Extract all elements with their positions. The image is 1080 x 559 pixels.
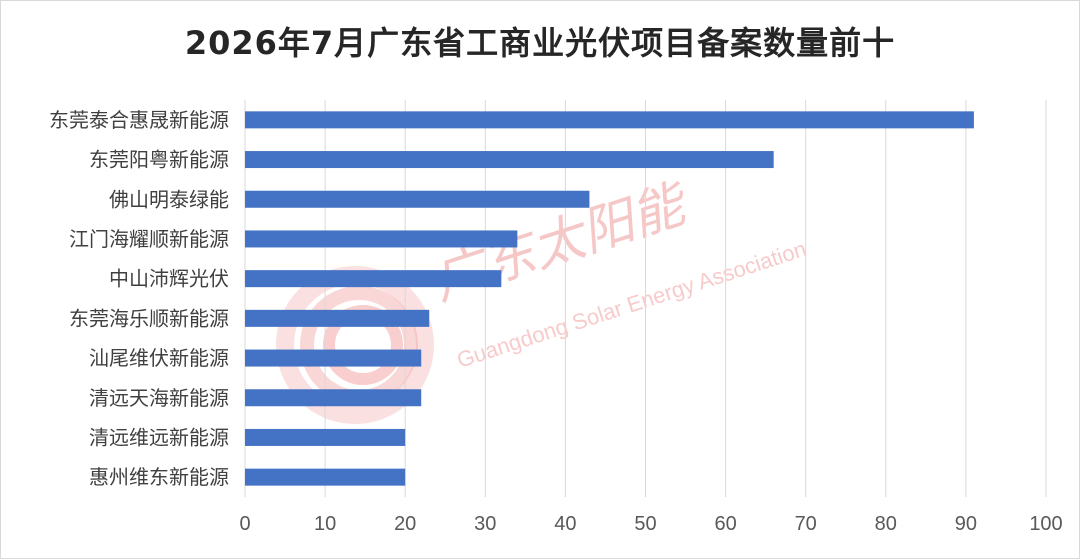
- category-label: 东莞海乐顺新能源: [69, 306, 229, 330]
- x-tick-label: 30: [474, 513, 496, 535]
- x-tick-label: 100: [1029, 513, 1062, 535]
- bar: [245, 230, 518, 248]
- bar: [245, 190, 590, 208]
- category-label: 佛山明泰绿能: [109, 187, 229, 211]
- bar: [245, 111, 974, 129]
- category-label: 东莞泰合惠晟新能源: [49, 108, 229, 132]
- bar: [245, 151, 774, 169]
- x-tick-label: 20: [394, 513, 416, 535]
- x-tick-label: 0: [239, 513, 250, 535]
- chart-title: 2026年7月广东省工商业光伏项目备案数量前十: [184, 24, 896, 62]
- category-label: 惠州维东新能源: [89, 465, 229, 489]
- x-tick-label: 50: [634, 513, 656, 535]
- bar: [245, 309, 430, 327]
- category-label: 江门海耀顺新能源: [69, 227, 229, 251]
- bar: [245, 270, 502, 288]
- bar: [245, 468, 406, 486]
- category-label: 清远维远新能源: [89, 425, 229, 449]
- category-labels: 东莞泰合惠晟新能源东莞阳粤新能源佛山明泰绿能江门海耀顺新能源中山沛辉光伏东莞海乐…: [49, 108, 229, 489]
- x-tick-label: 10: [314, 513, 336, 535]
- category-label: 东莞阳粤新能源: [89, 148, 229, 172]
- category-label: 汕尾维伏新能源: [89, 346, 229, 370]
- bar: [245, 349, 422, 367]
- category-label: 清远天海新能源: [89, 386, 229, 410]
- x-tick-label: 90: [955, 513, 977, 535]
- bar: [245, 428, 406, 446]
- category-label: 中山沛辉光伏: [109, 267, 229, 291]
- x-tick-labels: 0 10 20 30 40 50 60 70 80 90 100: [239, 513, 1062, 535]
- bars: [245, 111, 974, 486]
- x-tick-label: 60: [714, 513, 736, 535]
- x-tick-label: 70: [795, 513, 817, 535]
- x-tick-label: 40: [554, 513, 576, 535]
- bar: [245, 389, 422, 407]
- x-tick-label: 80: [875, 513, 897, 535]
